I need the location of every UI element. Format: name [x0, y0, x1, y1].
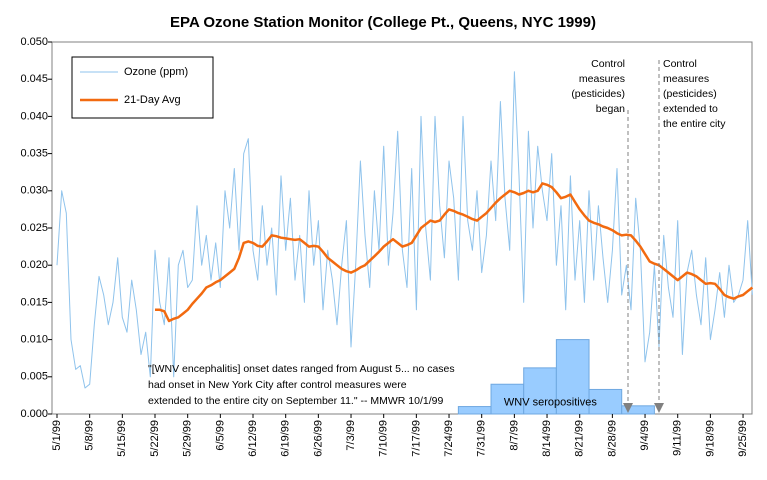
- x-tick-label: 5/1/99: [51, 420, 63, 451]
- series-line: [155, 182, 754, 323]
- y-tick-label: 0.015: [20, 296, 48, 308]
- x-tick-label: 7/17/99: [410, 420, 422, 457]
- legend-box: [71, 56, 214, 119]
- x-tick-label: 6/5/99: [214, 420, 226, 451]
- histogram-label: WNV seropositives: [504, 397, 597, 409]
- legend-label: Ozone (ppm): [124, 66, 188, 78]
- histogram-bar: [588, 388, 623, 415]
- x-tick-label: 8/28/99: [606, 420, 618, 457]
- annotation-text: extended to the entire city on September…: [148, 395, 444, 407]
- chart-title: EPA Ozone Station Monitor (College Pt., …: [170, 14, 596, 31]
- y-tick-label: 0.025: [20, 222, 48, 234]
- y-tick-label: 0.020: [20, 259, 48, 271]
- x-tick-label: 5/15/99: [116, 420, 128, 457]
- x-tick-label: 9/25/99: [737, 420, 749, 457]
- y-tick-label: 0.005: [20, 371, 48, 383]
- annotation-text: (pesticides): [571, 88, 625, 100]
- y-tick-label: 0.050: [20, 36, 48, 48]
- annotation-text: (pesticides): [663, 88, 717, 100]
- series-line: [56, 71, 753, 389]
- x-tick-label: 7/10/99: [378, 420, 390, 457]
- x-tick-label: 7/3/99: [345, 420, 357, 451]
- annotation-text: extended to: [663, 103, 718, 115]
- x-tick-label: 6/19/99: [280, 420, 292, 457]
- annotation-arrow: [623, 403, 633, 413]
- x-tick-label: 6/26/99: [312, 420, 324, 457]
- annotation-text: the entire city: [663, 118, 726, 130]
- annotation-text: "[WNV encephalitis] onset dates ranged f…: [148, 363, 455, 375]
- x-tick-label: 9/18/99: [704, 420, 716, 457]
- x-tick-label: 5/29/99: [182, 420, 194, 457]
- x-tick-label: 6/12/99: [247, 420, 259, 457]
- annotation-text: Control: [663, 58, 697, 70]
- x-tick-label: 9/4/99: [639, 420, 651, 451]
- y-tick-label: 0.045: [20, 73, 48, 85]
- y-tick-label: 0.000: [20, 408, 48, 420]
- marks: [56, 71, 754, 415]
- annotation-text: measures: [663, 73, 709, 85]
- histogram-bar: [457, 406, 492, 415]
- annotation-text: measures: [579, 73, 625, 85]
- histogram-bar: [523, 367, 557, 415]
- x-tick-label: 8/21/99: [574, 420, 586, 457]
- annotation-text: began: [596, 103, 625, 115]
- x-tick-label: 5/22/99: [149, 420, 161, 457]
- x-tick-label: 7/31/99: [476, 420, 488, 457]
- y-tick-label: 0.010: [20, 334, 48, 346]
- y-tick-label: 0.035: [20, 148, 48, 160]
- histogram-bar: [621, 405, 655, 415]
- x-tick-label: 5/8/99: [84, 420, 96, 451]
- y-tick-label: 0.040: [20, 110, 48, 122]
- legend-label: 21-Day Avg: [124, 94, 181, 106]
- x-tick-label: 8/14/99: [541, 420, 553, 457]
- x-tick-label: 9/11/99: [672, 420, 684, 456]
- histogram-bar: [555, 339, 590, 415]
- y-tick-label: 0.030: [20, 185, 48, 197]
- annotation-arrow: [654, 403, 664, 413]
- annotation-text: had onset in New York City after control…: [148, 379, 407, 391]
- annotation-text: Control: [591, 58, 625, 70]
- x-tick-label: 8/7/99: [508, 420, 520, 451]
- x-tick-label: 7/24/99: [443, 420, 455, 457]
